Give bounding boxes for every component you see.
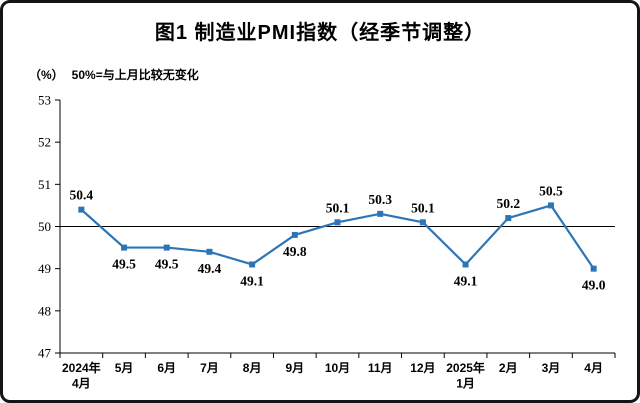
svg-text:53: 53	[38, 93, 51, 108]
svg-text:49.0: 49.0	[582, 278, 606, 293]
svg-text:12月: 12月	[410, 361, 435, 375]
y-axis-unit-label: （%）	[29, 68, 64, 82]
svg-text:3月: 3月	[542, 361, 561, 375]
svg-text:50: 50	[38, 219, 51, 234]
pmi-line-chart: 47 48 49 50 51 52 53 2024年 4月 5月 6月 7月 8月 9月 10月 11月 12月…	[38, 93, 616, 391]
svg-text:50.5: 50.5	[539, 183, 563, 198]
svg-text:49.4: 49.4	[198, 261, 222, 276]
svg-text:48: 48	[38, 303, 51, 318]
svg-text:4月: 4月	[584, 361, 603, 375]
svg-text:50.2: 50.2	[496, 196, 520, 211]
svg-text:11月: 11月	[368, 361, 393, 375]
svg-text:4月: 4月	[72, 377, 91, 391]
svg-text:52: 52	[38, 135, 51, 150]
svg-text:2024年: 2024年	[62, 360, 101, 375]
svg-text:49.1: 49.1	[454, 273, 478, 288]
svg-text:49.5: 49.5	[112, 257, 136, 272]
svg-text:2月: 2月	[499, 361, 518, 375]
svg-text:7月: 7月	[200, 361, 219, 375]
svg-text:8月: 8月	[243, 361, 262, 375]
svg-text:47: 47	[38, 346, 52, 361]
axis-meta: （%） 50%=与上月比较无变化	[29, 66, 199, 83]
svg-text:49.8: 49.8	[283, 244, 307, 259]
svg-text:49.1: 49.1	[240, 273, 264, 288]
svg-text:6月: 6月	[157, 361, 176, 375]
svg-text:5月: 5月	[115, 361, 134, 375]
svg-text:9月: 9月	[285, 361, 304, 375]
svg-text:51: 51	[38, 177, 51, 192]
svg-text:50.1: 50.1	[411, 200, 435, 215]
svg-text:49.5: 49.5	[155, 257, 179, 272]
svg-text:2025年: 2025年	[446, 360, 485, 375]
reference-note: 50%=与上月比较无变化	[71, 68, 199, 82]
svg-text:1月: 1月	[456, 377, 475, 391]
svg-text:10月: 10月	[325, 361, 350, 375]
svg-text:50.3: 50.3	[368, 192, 392, 207]
svg-text:50.1: 50.1	[326, 200, 350, 215]
svg-text:49: 49	[38, 261, 51, 276]
svg-text:50.4: 50.4	[70, 188, 94, 203]
chart-title: 图1 制造业PMI指数（经季节调整）	[154, 22, 486, 44]
